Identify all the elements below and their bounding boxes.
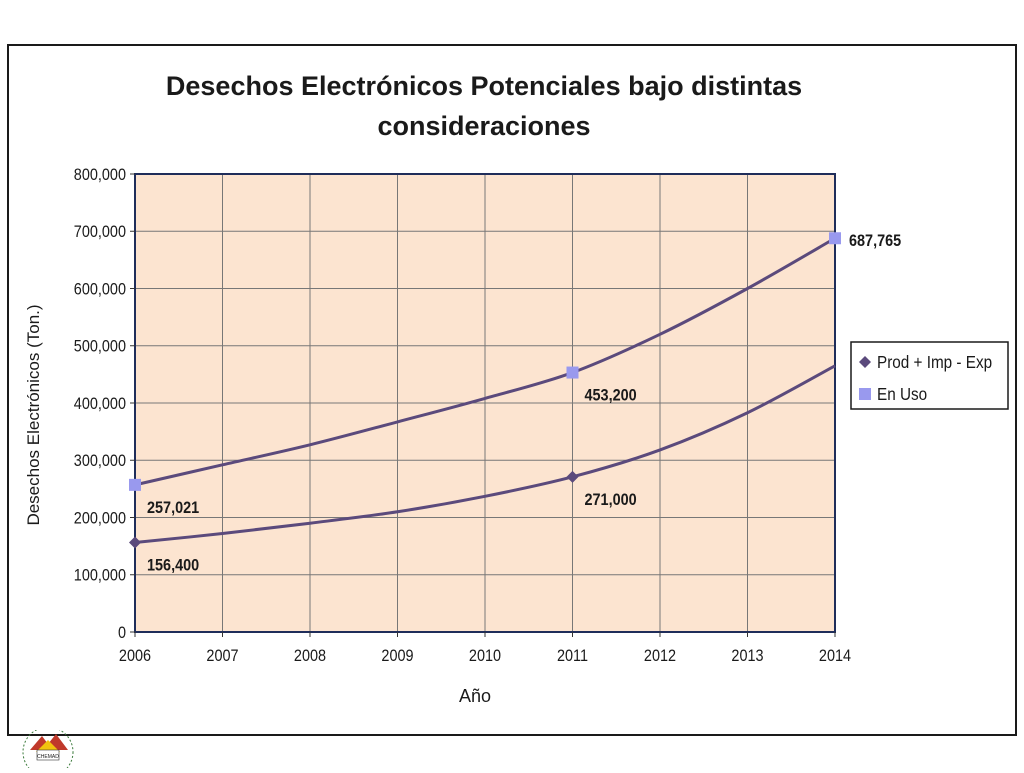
series-1-marker <box>566 366 579 379</box>
chart-frame: Desechos Electrónicos Potenciales bajo d… <box>7 44 1017 736</box>
data-label-1: 453,200 <box>585 387 637 405</box>
series-1-marker <box>129 478 141 491</box>
x-tick-label: 2012 <box>644 647 676 665</box>
y-axis-label: Desechos Electrónicos (Ton.) <box>24 304 43 525</box>
chart-title-line2: consideraciones <box>377 111 591 141</box>
data-label-0: 271,000 <box>585 491 637 509</box>
data-label-0: 156,400 <box>147 556 199 574</box>
x-tick-label: 2008 <box>294 647 326 665</box>
x-axis-label: Año <box>459 686 491 706</box>
data-label-1: 257,021 <box>147 499 199 517</box>
x-tick-label: 2009 <box>381 647 413 665</box>
x-tick-label: 2007 <box>206 647 238 665</box>
legend-label: En Uso <box>877 384 927 404</box>
y-tick-label: 500,000 <box>74 338 126 356</box>
x-tick-label: 2006 <box>119 647 151 665</box>
y-tick-label: 700,000 <box>74 223 126 241</box>
legend-marker <box>859 356 871 368</box>
series-line-1 <box>134 236 836 487</box>
legend-box <box>850 341 1009 410</box>
y-tick-label: 0 <box>118 624 126 642</box>
series-1-marker <box>829 232 841 245</box>
series-line-0 <box>134 364 836 544</box>
y-tick-label: 600,000 <box>74 280 126 298</box>
y-tick-label: 800,000 <box>74 166 126 184</box>
x-tick-label: 2013 <box>731 647 763 665</box>
y-tick-label: 300,000 <box>74 452 126 470</box>
chart-title-line1: Desechos Electrónicos Potenciales bajo d… <box>165 71 803 101</box>
x-tick-label: 2010 <box>469 647 501 665</box>
chart-svg: 0 100,000 200,000 300,000 400,000 500,000 600,… <box>24 166 1009 706</box>
x-tick-label: 2014 <box>819 647 851 665</box>
series-0-marker <box>566 470 579 483</box>
x-tick-label: 2011 <box>557 647 588 665</box>
logo-text: CHEMAD <box>37 754 59 760</box>
data-label-1: 687,765 <box>849 232 901 250</box>
y-tick-label: 200,000 <box>74 509 126 527</box>
logo: CHEMAD <box>20 726 76 773</box>
y-tick-label: 100,000 <box>74 567 126 585</box>
series-0-marker <box>129 536 141 549</box>
logo-emblem: CHEMAD <box>22 726 74 773</box>
legend-marker <box>859 388 871 400</box>
y-tick-label: 400,000 <box>74 395 126 413</box>
legend-label: Prod + Imp - Exp <box>877 352 992 372</box>
